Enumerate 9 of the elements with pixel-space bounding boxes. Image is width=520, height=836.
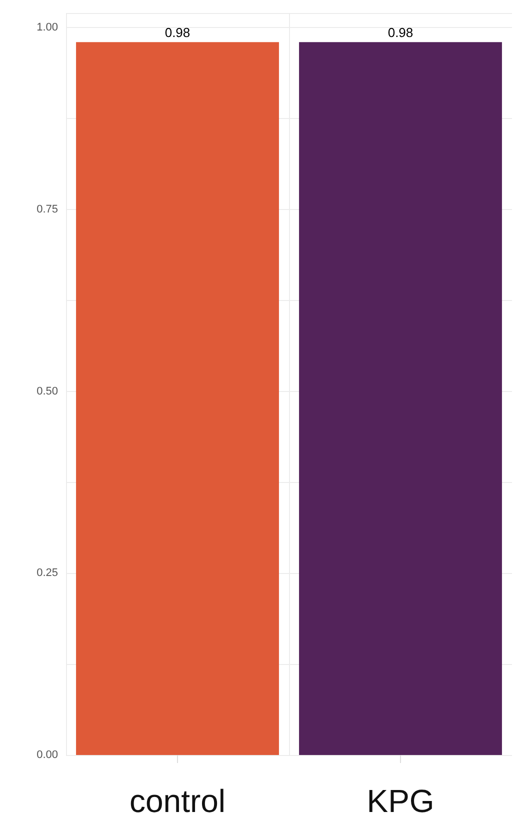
data-label: 0.98: [388, 25, 414, 40]
x-tick-label: control: [129, 783, 226, 819]
y-tick-label: 1.00: [36, 22, 58, 34]
y-tick-label: 0.75: [36, 203, 58, 216]
x-tick-label: KPG: [366, 783, 434, 819]
data-label: 0.98: [164, 25, 190, 40]
y-tick-label: 0.25: [36, 567, 58, 580]
y-tick-label: 0.00: [36, 749, 58, 761]
y-tick-label: 0.50: [36, 385, 58, 398]
